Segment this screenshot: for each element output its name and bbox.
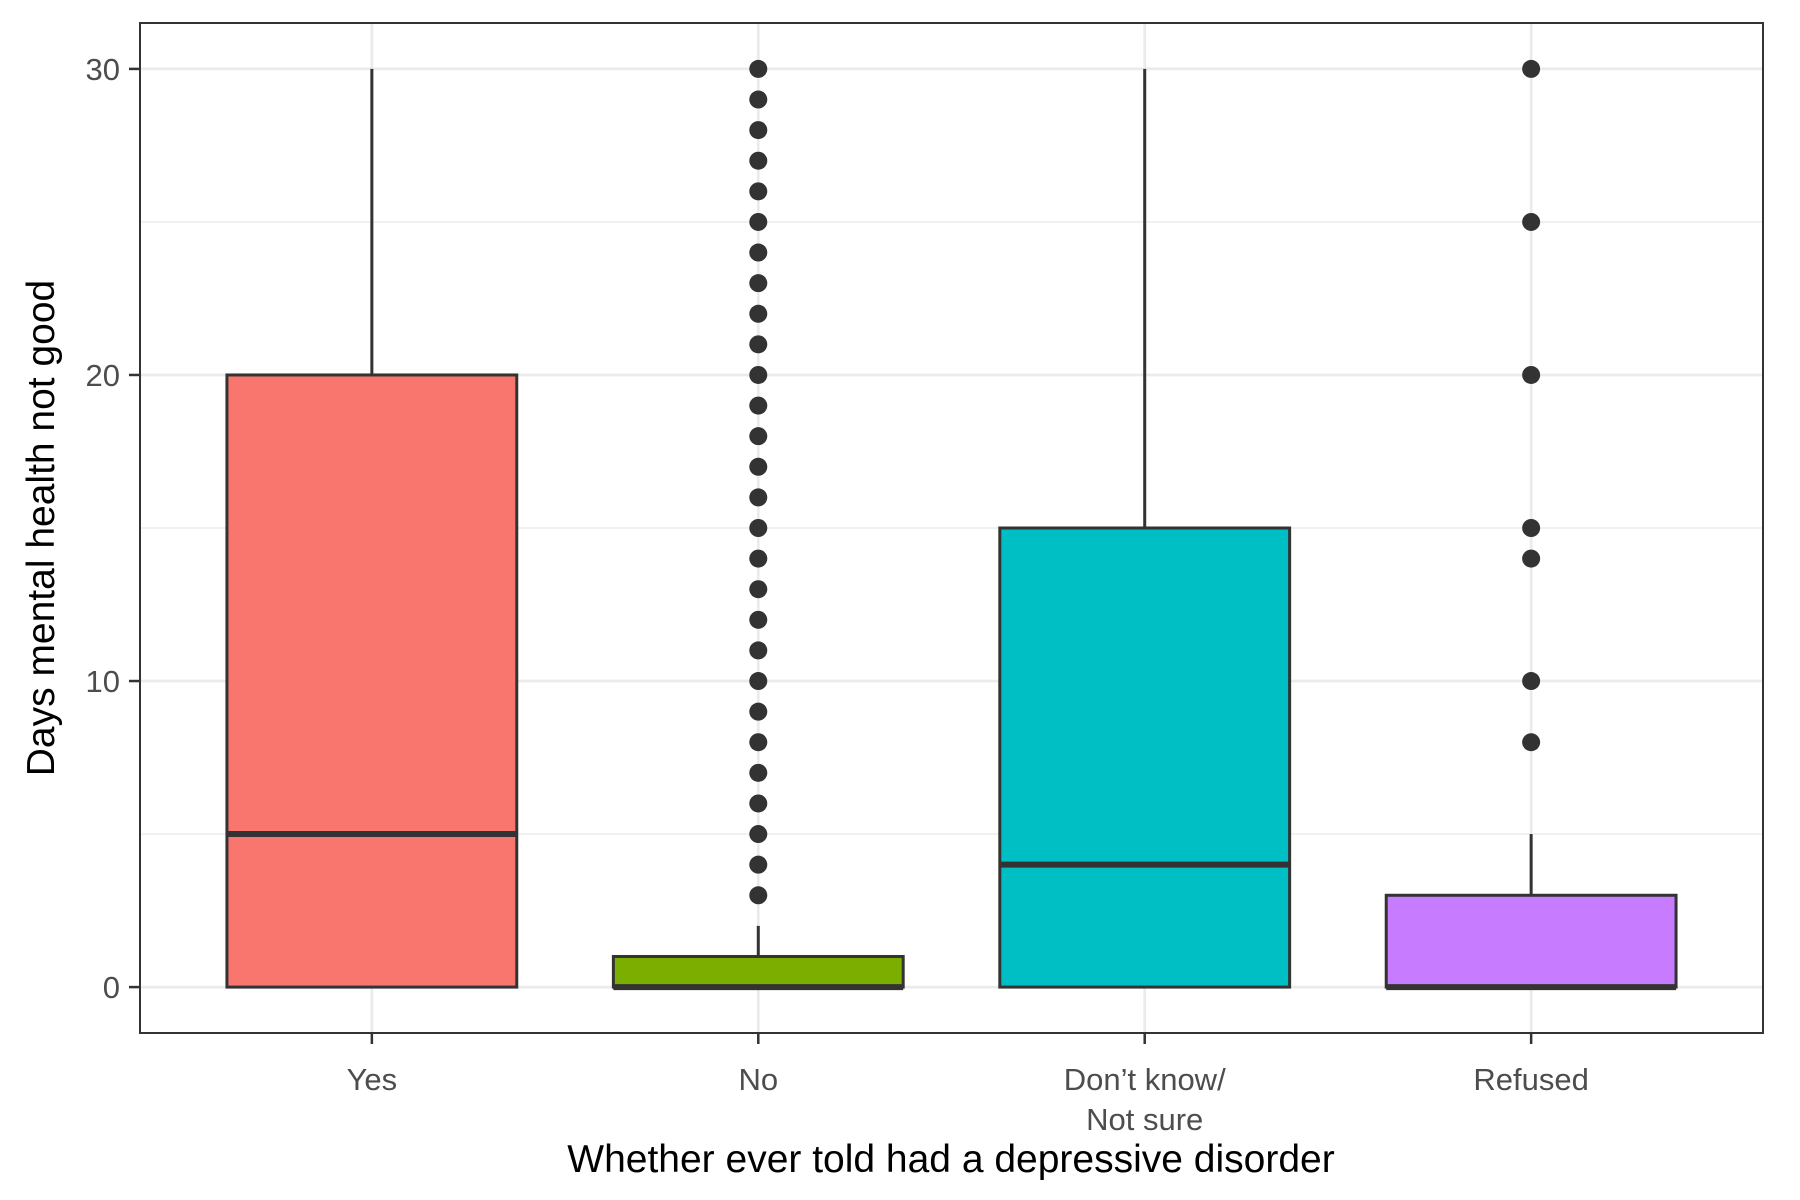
- outlier-point: [1522, 212, 1541, 231]
- y-tick-label: 20: [86, 358, 120, 393]
- outlier-point: [749, 886, 768, 905]
- y-tick-label: 30: [86, 52, 120, 87]
- x-tick-label-line: No: [738, 1062, 778, 1097]
- x-tick-label: Refused: [1473, 1062, 1588, 1097]
- outlier-point: [749, 212, 768, 231]
- box: [611, 954, 905, 989]
- y-axis: 0 10 20 30: [86, 52, 140, 1005]
- outlier-point: [749, 304, 768, 323]
- outlier-point: [749, 672, 768, 691]
- y-tick-label: 0: [103, 970, 120, 1005]
- outlier-point: [749, 794, 768, 813]
- box-group: [1384, 59, 1678, 991]
- box: [1384, 893, 1678, 989]
- x-tick-label-line: Yes: [347, 1062, 398, 1097]
- y-tick-label: 10: [86, 664, 120, 699]
- outlier-point: [749, 488, 768, 507]
- x-tick-label: No: [738, 1062, 778, 1097]
- outlier-point: [749, 182, 768, 201]
- outlier-point: [1522, 365, 1541, 384]
- outlier-point: [1522, 59, 1541, 78]
- outlier-point: [1522, 733, 1541, 752]
- outlier-point: [749, 641, 768, 660]
- x-tick-label-line: Don’t know/: [1064, 1062, 1226, 1097]
- outlier-point: [749, 427, 768, 446]
- box-group: [611, 59, 905, 991]
- outlier-point: [749, 151, 768, 170]
- x-tick-label: Don’t know/Not sure: [1064, 1062, 1226, 1137]
- y-axis-title: Days mental health not good: [20, 280, 63, 777]
- outlier-point: [749, 335, 768, 354]
- outlier-point: [749, 580, 768, 599]
- box-group: [998, 68, 1292, 989]
- outlier-point: [749, 702, 768, 721]
- x-axis: Yes No Don’t know/Not sure Refused: [347, 1033, 1589, 1137]
- x-axis-title: Whether ever told had a depressive disor…: [567, 1138, 1334, 1181]
- outlier-point: [1522, 519, 1541, 537]
- outlier-point: [749, 396, 768, 415]
- outlier-point: [749, 90, 768, 109]
- outlier-point: [749, 243, 768, 262]
- outlier-point: [749, 519, 768, 537]
- x-tick-label-line: Refused: [1473, 1062, 1588, 1097]
- outlier-point: [749, 549, 768, 568]
- outlier-point: [749, 855, 768, 874]
- outlier-point: [749, 274, 768, 293]
- outlier-point: [749, 825, 768, 844]
- outlier-point: [749, 457, 768, 476]
- outlier-point: [749, 59, 768, 78]
- outlier-point: [749, 733, 768, 752]
- box-group: [225, 68, 519, 989]
- boxes: [225, 59, 1678, 991]
- x-tick-label: Yes: [347, 1062, 398, 1097]
- outlier-point: [749, 610, 768, 629]
- panel-border: [139, 22, 1764, 1034]
- box: [998, 526, 1292, 989]
- outlier-point: [749, 763, 768, 782]
- x-tick-label-line: Not sure: [1086, 1102, 1203, 1137]
- outlier-point: [1522, 549, 1541, 568]
- outlier-point: [1522, 672, 1541, 691]
- outlier-point: [749, 365, 768, 384]
- outlier-point: [749, 121, 768, 140]
- box: [225, 373, 519, 989]
